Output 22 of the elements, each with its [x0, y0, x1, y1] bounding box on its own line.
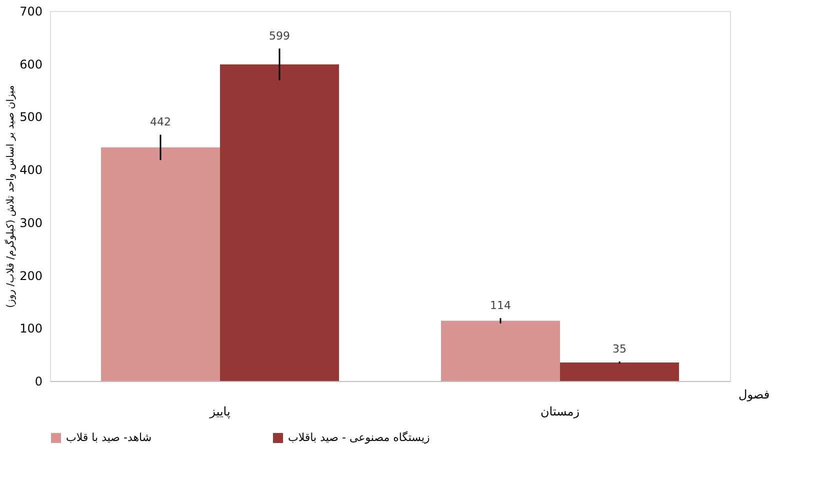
y-tick-label: 300	[20, 216, 42, 230]
legend-label: شاهد- صید با قلاب	[66, 431, 152, 444]
data-label: 114	[490, 299, 511, 312]
y-tick-label: 200	[20, 268, 42, 283]
bar	[441, 320, 560, 381]
y-tick-label: 0	[34, 374, 42, 388]
data-label: 35	[612, 342, 626, 356]
legend-label: زیستگاه مصنوعی - صید باقلاب	[288, 431, 430, 444]
y-tick-label: 100	[20, 322, 42, 336]
bar	[101, 147, 220, 381]
data-label: 442	[150, 116, 171, 129]
data-label: 599	[269, 30, 290, 43]
y-axis-title: میزان صید بر اساس واحد تلاش (کیلوگرم/ قلاب/ روز)	[4, 85, 17, 308]
x-tick-label: پاییز	[208, 404, 230, 418]
y-tick-label: 400	[20, 163, 42, 178]
x-tick-label: زمستان	[540, 404, 580, 418]
y-tick-label: 700	[20, 4, 42, 18]
bar	[220, 64, 339, 381]
x-axis-title: فصول	[738, 388, 770, 402]
y-tick-label: 500	[20, 110, 42, 124]
bar	[560, 362, 679, 381]
y-tick-label: 600	[20, 57, 42, 72]
